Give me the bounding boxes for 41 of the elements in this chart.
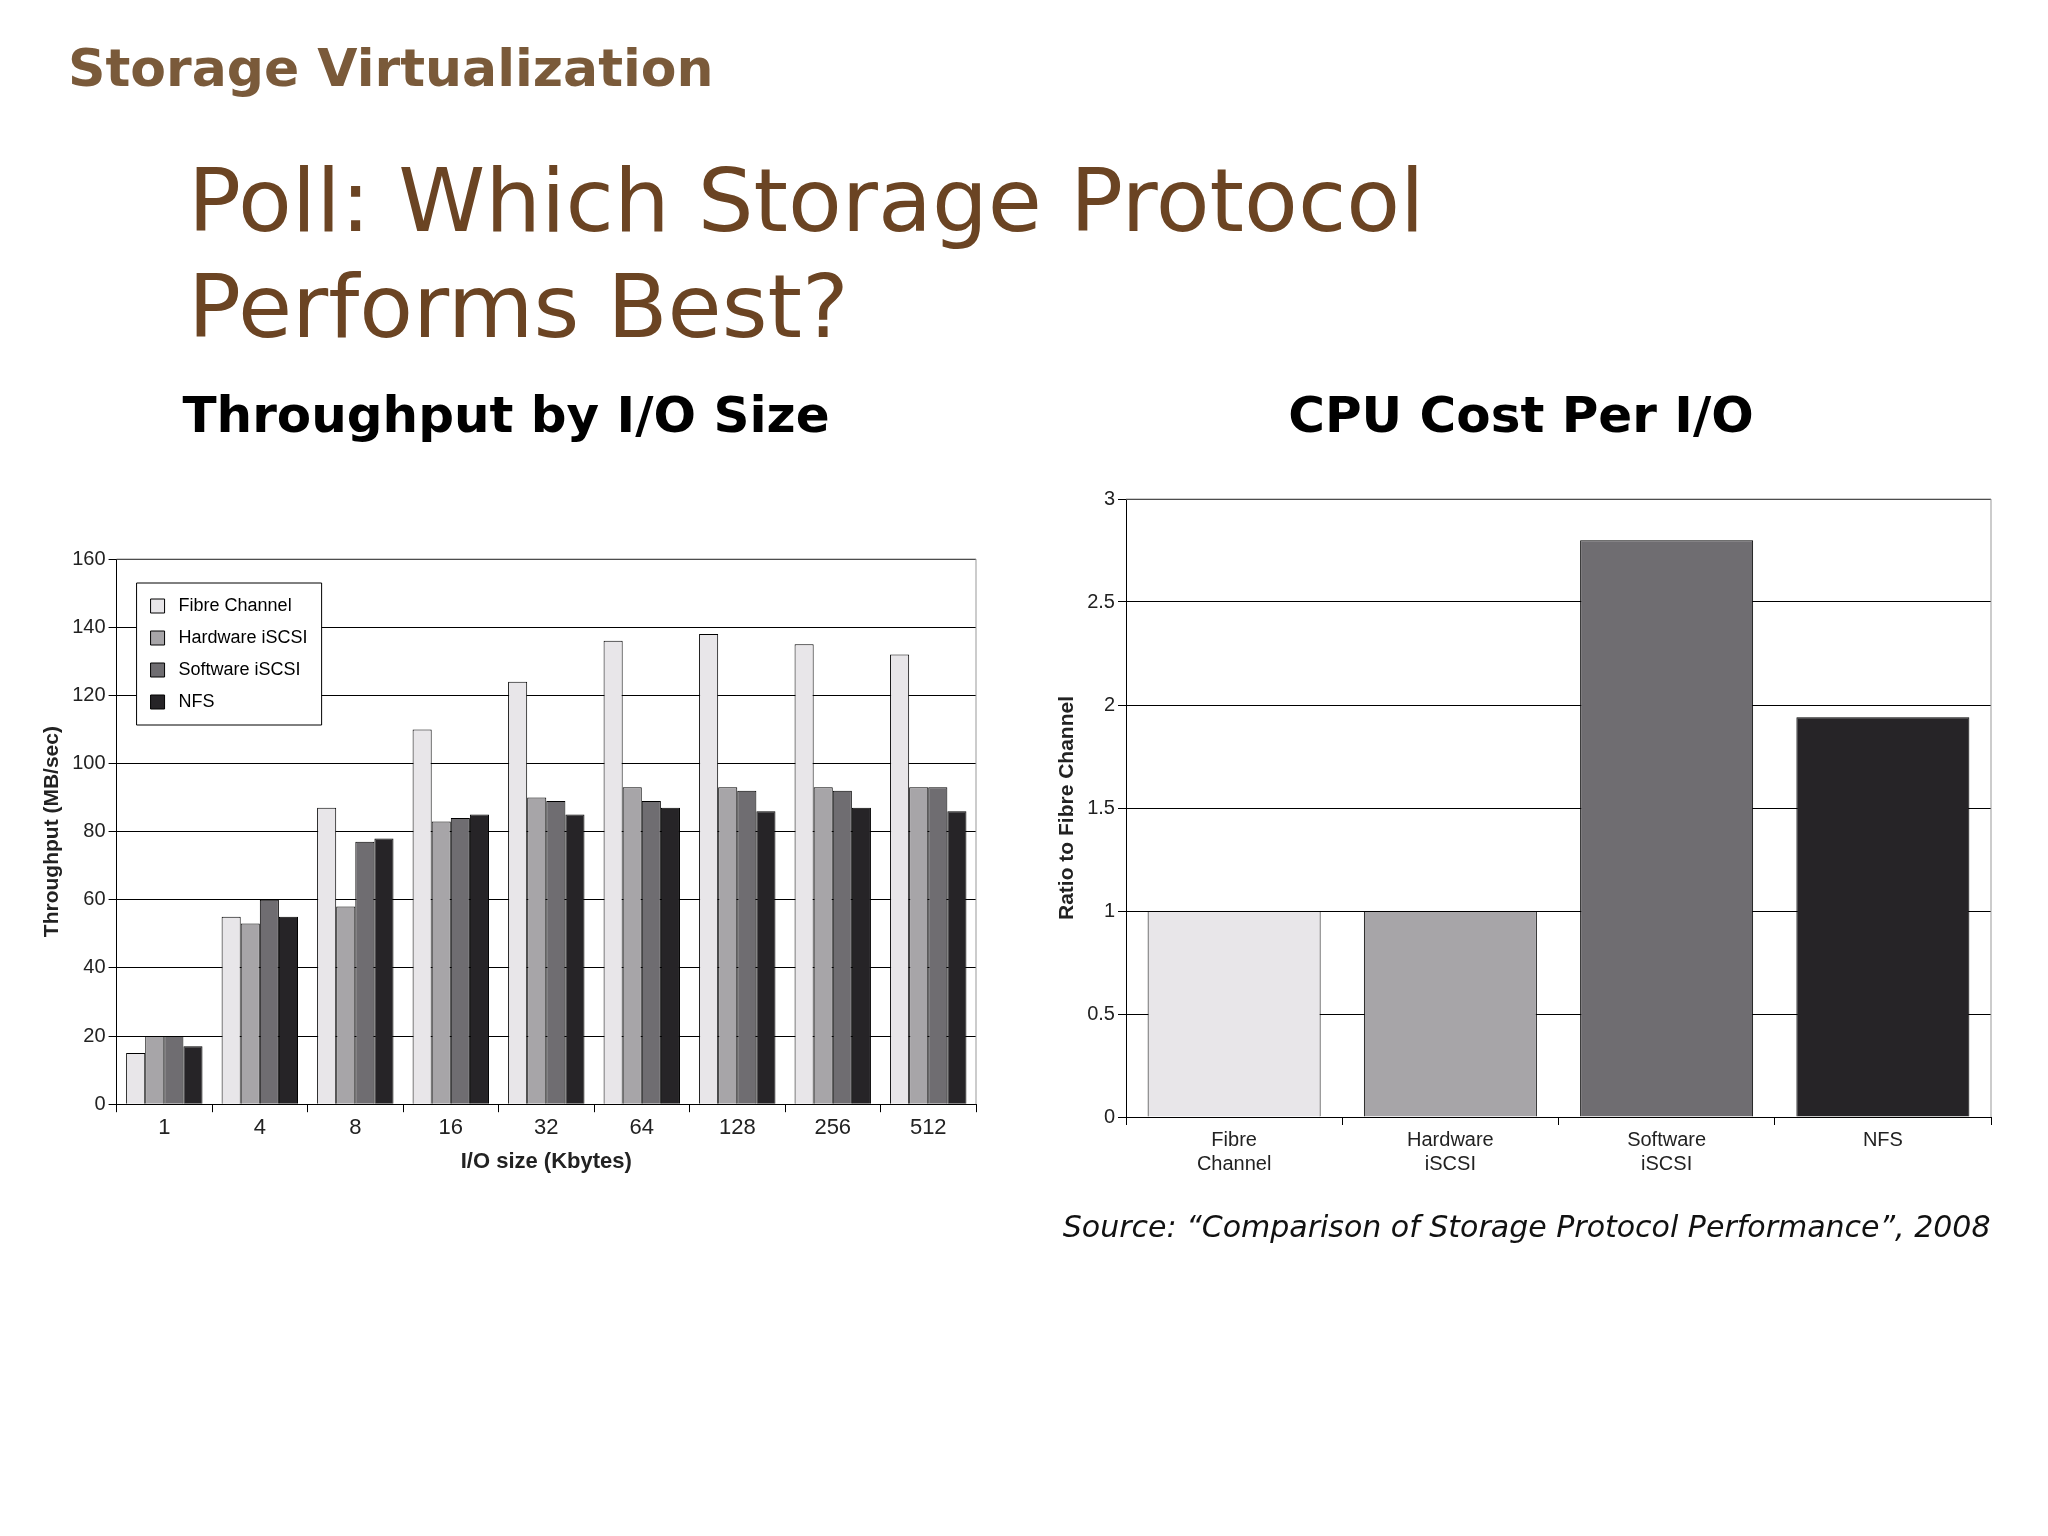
y-axis-title: Throughput (MB/sec) bbox=[38, 726, 62, 938]
y-tick-label: 2 bbox=[1103, 692, 1115, 715]
y-tick-label: 160 bbox=[71, 546, 106, 569]
y-tick-label: 80 bbox=[82, 819, 106, 842]
y-tick-label: 140 bbox=[71, 614, 106, 637]
text: Poll: Which Storage Protocol Performs Best? bbox=[188, 148, 1426, 360]
y-tick-label: 0 bbox=[1103, 1104, 1115, 1127]
x-tick-label: NFS bbox=[1862, 1127, 1903, 1150]
y-tick-label: 120 bbox=[71, 683, 106, 705]
x-tick-label: 512 bbox=[909, 1114, 947, 1140]
y-tick-label: 40 bbox=[82, 955, 106, 978]
y-tick-label: 3 bbox=[1103, 486, 1115, 509]
source-note: Source: “Comparison of Storage Protocol Performance”, 2008 bbox=[1062, 1209, 1991, 1245]
x-tick-label: 128 bbox=[718, 1114, 756, 1140]
x-tick-label: 4 bbox=[253, 1114, 266, 1140]
x-tick-label: 256 bbox=[813, 1114, 851, 1140]
x-tick-label: Hardware iSCSI bbox=[1406, 1127, 1494, 1174]
y-tick-label: 20 bbox=[82, 1023, 106, 1046]
legend-label: Fibre Channel bbox=[178, 595, 292, 616]
y-tick-label: 0.5 bbox=[1086, 1001, 1115, 1024]
y-axis-title: Ratio to Fibre Channel bbox=[1053, 696, 1077, 921]
y-tick-label: 1 bbox=[1103, 898, 1115, 921]
legend-label: Hardware iSCSI bbox=[178, 627, 308, 648]
x-tick-label: Fibre Channel bbox=[1196, 1127, 1271, 1174]
legend-label: Software iSCSI bbox=[178, 659, 301, 680]
x-tick-label: 64 bbox=[629, 1114, 654, 1140]
x-tick-label: Software iSCSI bbox=[1626, 1127, 1706, 1174]
chart-title: CPU Cost Per I/O bbox=[1287, 386, 1754, 445]
x-tick-label: 16 bbox=[438, 1114, 463, 1140]
chart-title: Throughput by I/O Size bbox=[181, 386, 830, 445]
y-tick-label: 0 bbox=[93, 1091, 106, 1114]
x-tick-label: 1 bbox=[157, 1114, 170, 1140]
legend-label: NFS bbox=[178, 691, 215, 712]
x-tick-label: 32 bbox=[533, 1114, 559, 1140]
text: Storage Virtualization bbox=[68, 38, 715, 98]
y-tick-label: 100 bbox=[71, 751, 106, 774]
x-tick-label: 8 bbox=[348, 1114, 361, 1140]
y-tick-label: 60 bbox=[82, 887, 106, 910]
y-tick-label: 2.5 bbox=[1086, 589, 1115, 612]
y-tick-label: 1.5 bbox=[1086, 795, 1115, 818]
x-axis-title: I/O size (Kbytes) bbox=[460, 1148, 632, 1174]
